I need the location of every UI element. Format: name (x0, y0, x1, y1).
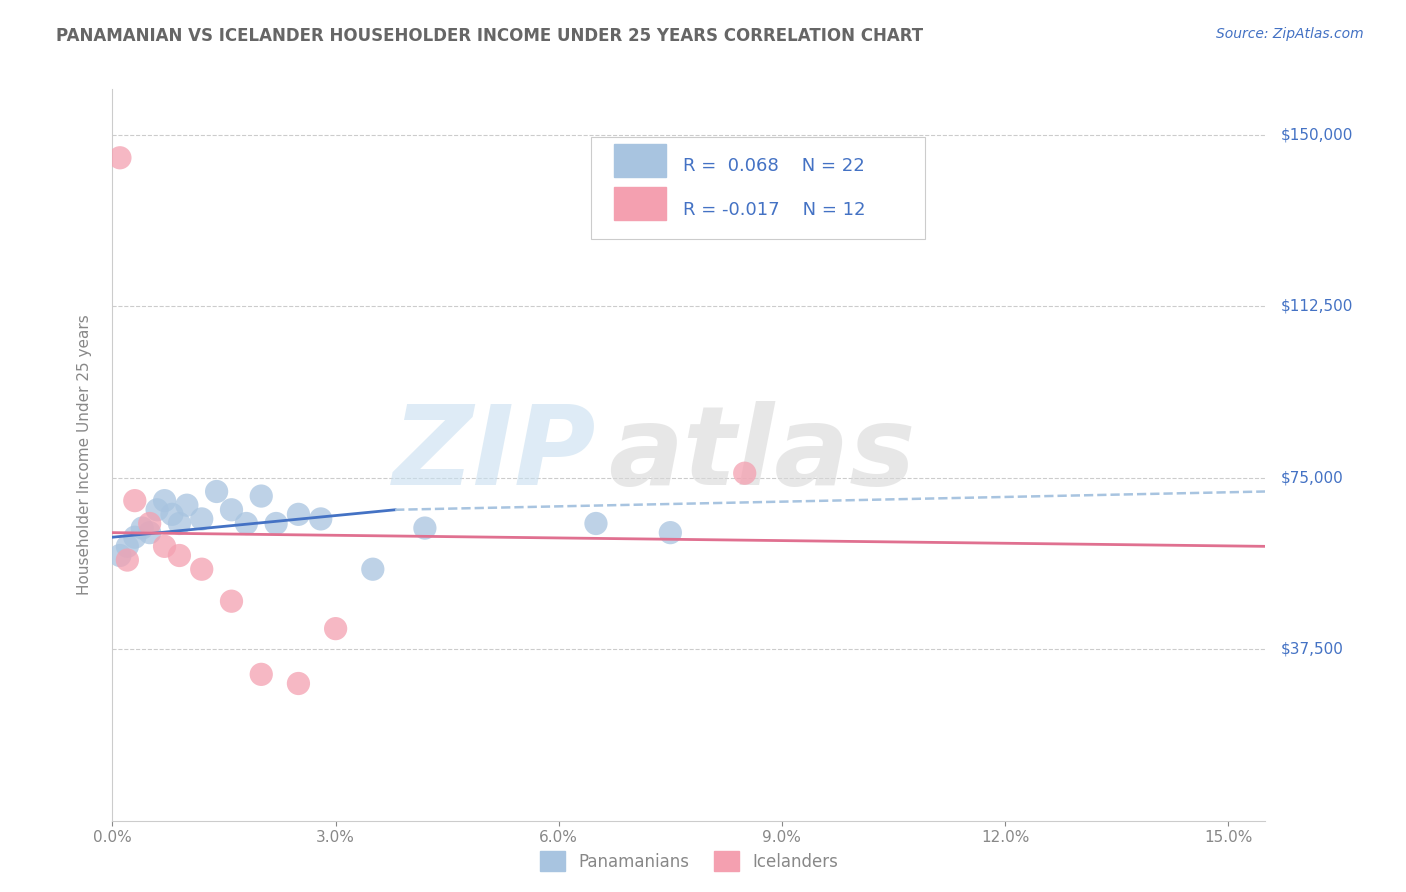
Text: $37,500: $37,500 (1281, 641, 1343, 657)
Point (413, 521, 436, 535)
Point (585, 516, 607, 531)
Point (309, 512, 332, 526)
Point (117, 553, 139, 567)
Text: R =  0.068    N = 22: R = 0.068 N = 22 (683, 157, 865, 176)
Bar (614, 187, 666, 220)
Point (169, 549, 191, 563)
Point (190, 512, 212, 526)
Text: Source: ZipAtlas.com: Source: ZipAtlas.com (1216, 27, 1364, 41)
Point (160, 508, 183, 522)
Point (235, 516, 257, 531)
Point (264, 516, 287, 531)
Point (221, 502, 243, 516)
Point (124, 530, 146, 544)
Point (176, 498, 198, 512)
Point (250, 489, 273, 503)
Point (190, 562, 212, 576)
Point (221, 594, 243, 608)
Point (138, 525, 160, 540)
Text: atlas: atlas (609, 401, 915, 508)
Y-axis label: Householder Income Under 25 years: Householder Income Under 25 years (77, 315, 91, 595)
Text: $112,500: $112,500 (1281, 299, 1353, 314)
Text: PANAMANIAN VS ICELANDER HOUSEHOLDER INCOME UNDER 25 YEARS CORRELATION CHART: PANAMANIAN VS ICELANDER HOUSEHOLDER INCO… (56, 27, 924, 45)
Point (153, 493, 176, 508)
Point (108, 151, 131, 165)
Point (124, 493, 146, 508)
Point (287, 508, 309, 522)
Text: R = -0.017    N = 12: R = -0.017 N = 12 (683, 201, 866, 219)
FancyBboxPatch shape (591, 136, 925, 239)
Point (117, 539, 139, 553)
Point (205, 484, 228, 499)
Bar (614, 145, 666, 178)
Point (659, 525, 682, 540)
Text: $150,000: $150,000 (1281, 128, 1353, 143)
Point (169, 516, 191, 531)
Legend: Panamanians, Icelanders: Panamanians, Icelanders (533, 845, 845, 878)
Point (287, 676, 309, 690)
Text: $75,000: $75,000 (1281, 470, 1343, 485)
Point (734, 466, 756, 480)
Point (138, 516, 160, 531)
Point (361, 562, 384, 576)
Text: ZIP: ZIP (394, 401, 596, 508)
Point (131, 521, 153, 535)
Point (325, 622, 347, 636)
Point (108, 549, 131, 563)
Point (250, 667, 273, 681)
Point (153, 539, 176, 553)
Point (146, 502, 169, 516)
